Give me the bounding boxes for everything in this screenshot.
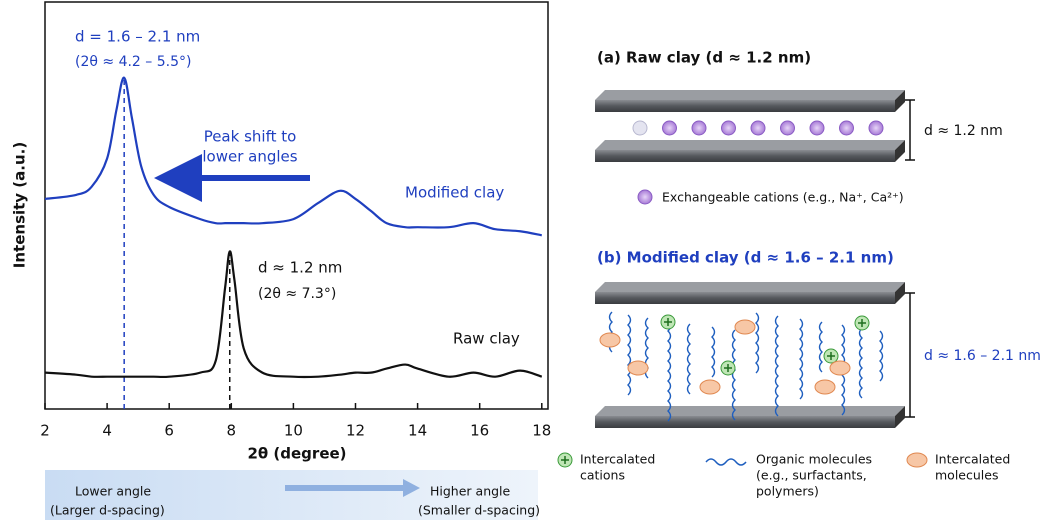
page: {"chart_data": {"type": "line", "y_label…	[0, 0, 1041, 520]
x-tick-label: 10	[284, 422, 303, 440]
organic-molecule	[776, 316, 779, 416]
xrd-chart: Intensity (a.u.) 2θ (degree) d = 1.6 – 2…	[11, 2, 552, 520]
cation	[869, 121, 883, 135]
legend-text: polymers)	[756, 484, 819, 499]
clay-diagram: (a) Raw clay (d ≈ 1.2 nm) d ≈ 1.2 nm Exc…	[558, 49, 1041, 499]
legend-organic	[706, 459, 746, 465]
molecule	[830, 361, 850, 375]
panel-title: (b) Modified clay (d ≈ 1.6 – 2.1 nm)	[597, 249, 894, 267]
clay-plate	[595, 90, 905, 100]
annotation: d ≈ 1.2 nm	[258, 259, 342, 277]
x-tick-label: 4	[102, 422, 112, 440]
figure: Intensity (a.u.) 2θ (degree) d = 1.6 – 2…	[0, 0, 1041, 520]
annotation: (2θ ≈ 4.2 – 5.5°)	[75, 54, 191, 70]
clay-plate	[595, 416, 895, 428]
annotation: (2θ ≈ 7.3°)	[258, 286, 336, 302]
molecule	[600, 333, 620, 347]
cation	[722, 121, 736, 135]
legend-text: molecules	[935, 468, 998, 483]
x-tick-label: 12	[346, 422, 365, 440]
clay-plate	[595, 282, 905, 292]
x-tick-label: 14	[408, 422, 427, 440]
scale-text: Higher angle	[430, 484, 511, 499]
organic-molecule	[712, 327, 715, 377]
clay-plate	[595, 150, 895, 162]
annotation: lower angles	[202, 148, 297, 166]
clay-plate	[595, 140, 905, 150]
molecule	[735, 320, 755, 334]
x-tick-label: 6	[164, 422, 174, 440]
cation	[692, 121, 706, 135]
organic-molecule	[800, 319, 803, 399]
legend-text: Exchangeable cations (e.g., Na⁺, Ca²⁺)	[662, 190, 904, 205]
series-label: Modified clay	[405, 184, 504, 202]
x-axis-label: 2θ (degree)	[247, 445, 346, 463]
clay-plate	[595, 100, 895, 112]
x-tick-label: 8	[227, 422, 237, 440]
cation	[633, 121, 647, 135]
cation-row	[633, 121, 883, 135]
scale-text: (Larger d-spacing)	[50, 503, 165, 518]
spacing-bracket	[905, 293, 915, 417]
cation	[781, 121, 795, 135]
organic-molecule	[628, 315, 631, 395]
legend-text: (e.g., surfactants,	[756, 468, 867, 483]
molecule	[700, 380, 720, 394]
series-label: Raw clay	[453, 330, 520, 348]
legend-molecule	[907, 453, 927, 467]
spacing-label: d ≈ 1.6 – 2.1 nm	[924, 348, 1041, 364]
cation	[751, 121, 765, 135]
legend-cation	[638, 190, 652, 204]
legend-text: Intercalated	[580, 452, 655, 467]
cation	[810, 121, 824, 135]
spacing-bracket	[905, 100, 915, 160]
organic-molecule	[756, 313, 759, 373]
molecule	[815, 380, 835, 394]
scale-text: Lower angle	[75, 484, 151, 499]
x-tick-label: 16	[470, 422, 489, 440]
annotation: Peak shift to	[204, 128, 297, 146]
clay-plate	[595, 292, 895, 304]
organic-molecule	[820, 322, 823, 372]
spacing-label: d ≈ 1.2 nm	[924, 123, 1003, 139]
x-tick-label: 18	[532, 422, 551, 440]
panel-title: (a) Raw clay (d ≈ 1.2 nm)	[597, 49, 811, 67]
legend-text: Intercalated	[935, 452, 1010, 467]
organic-molecule	[688, 324, 691, 394]
cation	[663, 121, 677, 135]
molecule	[628, 361, 648, 375]
scale-text: (Smaller d-spacing)	[418, 503, 540, 518]
clay-plate	[595, 406, 905, 416]
x-tick-label: 2	[40, 422, 50, 440]
organic-molecule	[880, 331, 883, 381]
y-axis-label: Intensity (a.u.)	[11, 142, 29, 268]
organic-layer	[600, 312, 883, 421]
legend-text: cations	[580, 468, 625, 483]
organic-molecule	[860, 328, 863, 398]
annotation: d = 1.6 – 2.1 nm	[75, 28, 200, 46]
cation	[840, 121, 854, 135]
legend-text: Organic molecules	[756, 452, 872, 467]
